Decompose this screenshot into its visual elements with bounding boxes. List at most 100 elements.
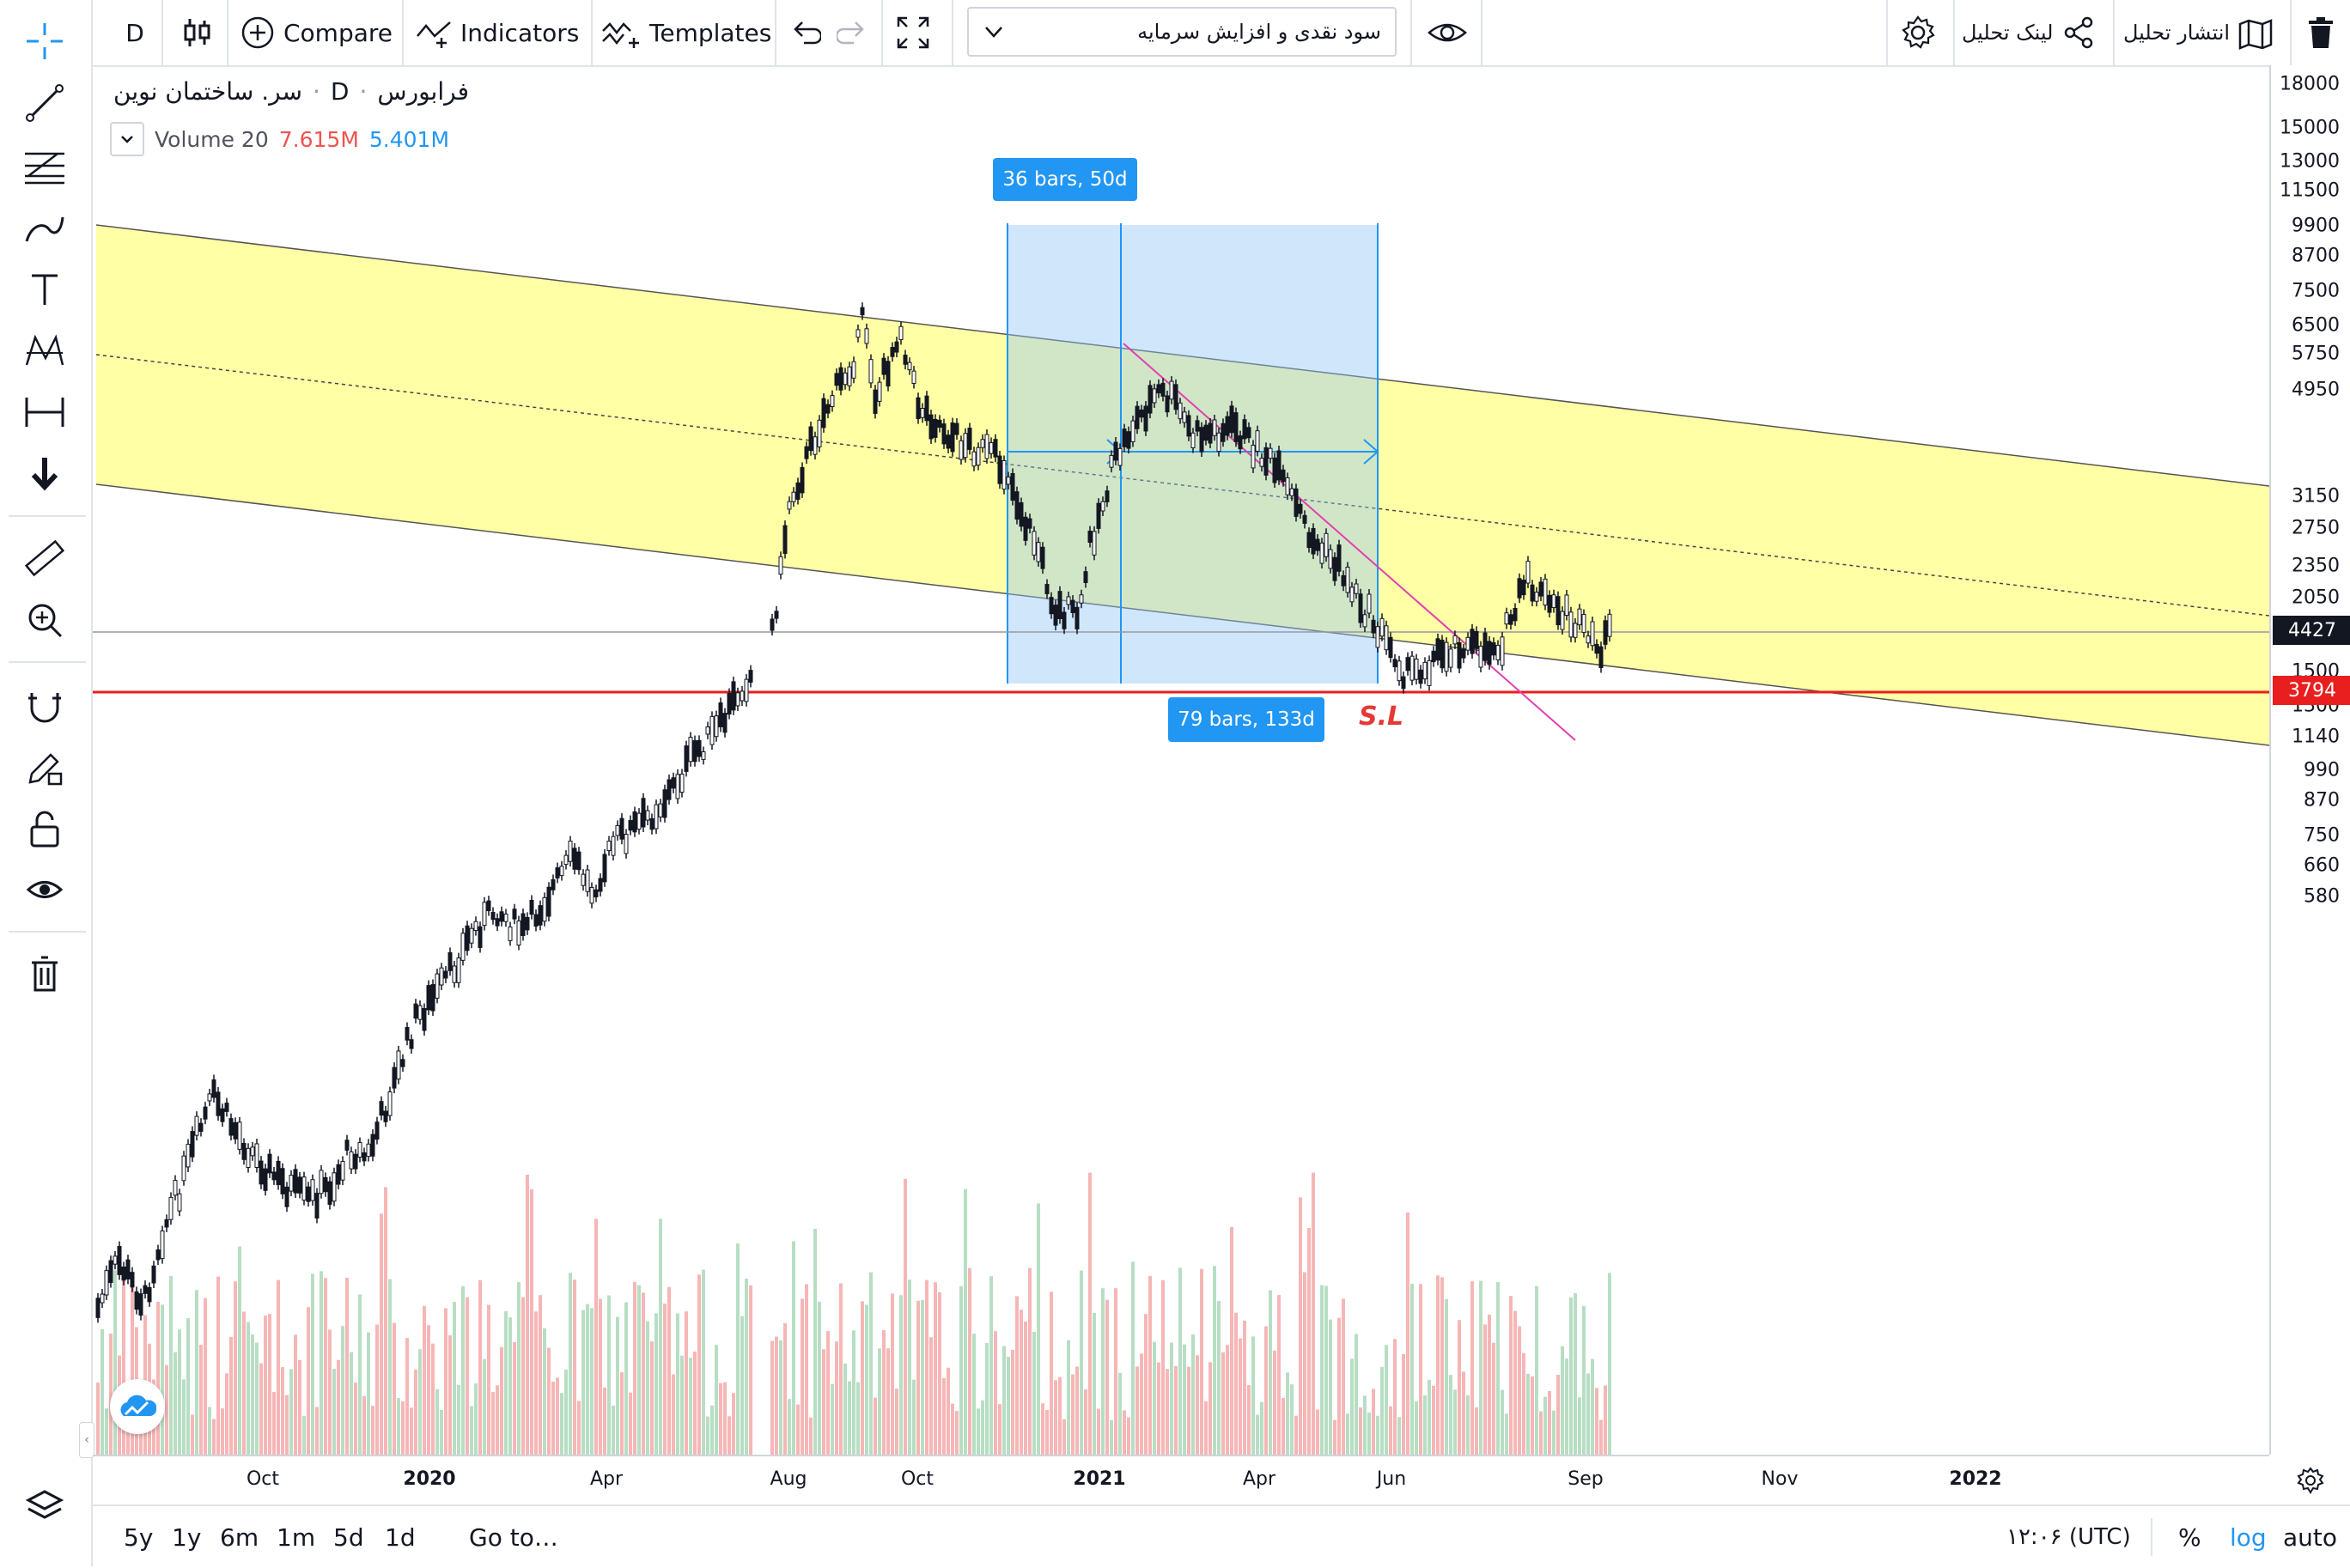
measure-range-icon[interactable] (19, 386, 70, 438)
price-tick-label: 4950 (2292, 379, 2340, 401)
axis-settings-button[interactable] (2271, 1456, 2350, 1504)
range-button-1m[interactable]: 1m (277, 1522, 316, 1552)
range-button-1d[interactable]: 1d (385, 1522, 416, 1552)
layers-icon[interactable] (19, 1480, 70, 1532)
magnet-icon[interactable] (19, 680, 70, 732)
price-tick-label: 8700 (2292, 245, 2340, 267)
price-tick-label: 1140 (2292, 726, 2340, 748)
price-tick-label: 3150 (2292, 485, 2340, 507)
range-button-5y[interactable]: 5y (124, 1522, 154, 1552)
time-tick-label: Oct (900, 1468, 935, 1490)
price-tick-label: 2750 (2292, 517, 2340, 539)
ruler-icon[interactable] (19, 532, 70, 584)
share-link-button[interactable]: لینک تحلیل (1962, 0, 2096, 65)
symbol-name: سر. ساختمان نوین (113, 77, 303, 106)
share-icon (2065, 16, 2093, 49)
clock-label[interactable]: ۱۲:۰۶ (UTC) (2006, 1524, 2131, 1550)
zoom-in-icon[interactable] (19, 594, 70, 646)
candlesticks (95, 302, 1612, 1323)
compare-label: Compare (283, 18, 393, 47)
interval-label: D (125, 18, 144, 47)
compare-button[interactable]: Compare (240, 0, 393, 65)
delete-button[interactable] (2304, 0, 2338, 65)
fib-retracement-icon[interactable] (19, 139, 70, 191)
date-range-box[interactable] (1008, 225, 1378, 684)
lock-drawing-icon[interactable] (19, 742, 70, 793)
indicators-button[interactable]: Indicators (416, 0, 579, 65)
gear-icon (2297, 1467, 2324, 1494)
fullscreen-icon (897, 16, 929, 49)
price-tick-label: 11500 (2280, 179, 2340, 202)
trend-line-icon[interactable] (19, 77, 70, 129)
price-tick-label: 7500 (2292, 280, 2340, 302)
volume-label: Volume 20 (155, 126, 269, 152)
price-axis[interactable]: 18000 15000 13000 11500 9900 8700 7500 6500 5750… (2269, 65, 2350, 1455)
interval-button[interactable]: D (115, 0, 155, 65)
price-tick-label: 2350 (2292, 555, 2340, 577)
price-tick-label: 750 (2304, 824, 2340, 847)
time-tick-label: Aug (770, 1468, 807, 1490)
logo-button[interactable] (110, 1379, 165, 1434)
auto-toggle[interactable]: auto (2283, 1522, 2338, 1552)
time-tick-label: 2022 (1949, 1468, 2002, 1490)
trash-icon[interactable] (19, 948, 70, 1000)
templates-label: Templates (649, 18, 772, 47)
trend-line[interactable] (1123, 343, 1576, 741)
publish-button[interactable]: انتشار تحلیل (2123, 0, 2274, 65)
fullscreen-button[interactable] (895, 0, 931, 65)
stop-price-tag: 3794 (2273, 676, 2350, 705)
time-axis[interactable]: Oct 2020 Apr Aug Oct 2021 Apr Jun Sep Nov 2022 (93, 1455, 2269, 1504)
time-tick-label: 2021 (1073, 1468, 1126, 1490)
drawing-toolbar (0, 0, 93, 1566)
indicators-label: Indicators (460, 18, 580, 47)
price-chart[interactable]: S.L (93, 67, 2269, 1455)
hide-drawings-button[interactable] (1426, 0, 1469, 65)
crosshair-icon[interactable] (19, 15, 70, 67)
price-tick-label: 6500 (2292, 314, 2340, 337)
price-tick-label: 580 (2304, 885, 2340, 908)
publish-label: انتشار تحلیل (2123, 21, 2231, 45)
redo-button[interactable] (837, 0, 868, 65)
price-tick-label: 990 (2304, 759, 2340, 781)
text-icon[interactable] (19, 263, 70, 314)
range-button-5d[interactable]: 5d (333, 1522, 364, 1552)
chevron-down-icon (985, 27, 1002, 38)
publish-icon (2238, 19, 2273, 50)
time-tick-label: Apr (1242, 1468, 1276, 1490)
goto-button[interactable]: Go to… (469, 1522, 558, 1552)
brush-icon[interactable] (19, 201, 70, 252)
templates-button[interactable]: Templates (601, 0, 771, 65)
time-tick-label: Oct (246, 1468, 280, 1490)
undo-button[interactable] (790, 0, 821, 65)
time-tick-label: Nov (1761, 1468, 1799, 1490)
trash-icon (2309, 17, 2333, 48)
gear-icon (1902, 15, 1935, 49)
log-toggle[interactable]: log (2230, 1522, 2267, 1552)
chevron-down-icon (121, 136, 133, 143)
unlock-icon[interactable] (19, 804, 70, 855)
eye-icon (1428, 23, 1467, 42)
price-tick-label: 2050 (2292, 586, 2340, 609)
redo-icon (837, 21, 864, 45)
arrow-down-icon[interactable] (19, 448, 70, 500)
plus-circle-icon (241, 16, 274, 49)
idea-title-dropdown[interactable]: سود نقدی و افزایش سرمایه (967, 7, 1397, 57)
range-button-1y[interactable]: 1y (172, 1522, 202, 1552)
range-top-label: 36 bars, 50d (993, 158, 1137, 201)
percent-toggle[interactable]: % (2178, 1522, 2201, 1552)
exchange-name: فرابورس (377, 77, 469, 106)
volume-bars (96, 1172, 1611, 1455)
collapse-panel-button[interactable]: ‹ (79, 1422, 94, 1458)
share-link-label: لینک تحلیل (1962, 21, 2054, 45)
volume-legend[interactable]: Volume 20 7.615M 5.401M (110, 122, 449, 156)
pattern-icon[interactable] (19, 325, 70, 376)
settings-button[interactable] (1900, 0, 1936, 65)
candles-icon (184, 19, 210, 46)
eye-icon[interactable] (19, 864, 70, 915)
collapse-legend-button[interactable] (110, 122, 144, 156)
chart-type-button[interactable] (175, 0, 218, 65)
price-tick-label: 870 (2304, 789, 2340, 811)
undo-icon (794, 21, 821, 45)
symbol-legend[interactable]: فرابورس · D · سر. ساختمان نوین (113, 77, 469, 106)
range-button-6m[interactable]: 6m (220, 1522, 259, 1552)
